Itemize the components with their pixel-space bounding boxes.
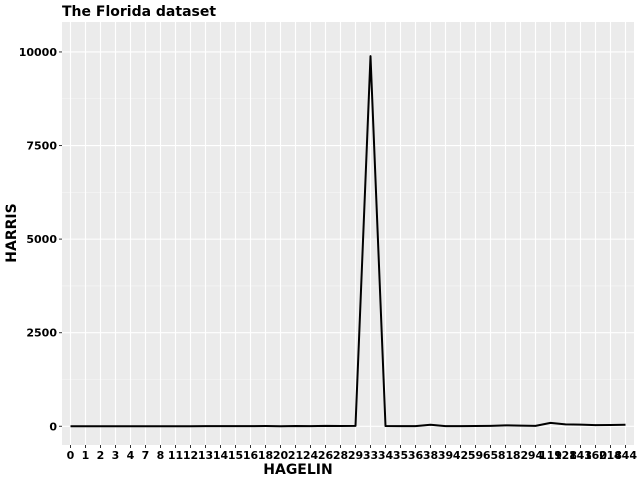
x-tick-label: 160 bbox=[584, 449, 607, 462]
x-tick-label: 128 bbox=[554, 449, 577, 462]
chart-title: The Florida dataset bbox=[62, 4, 216, 20]
plot-panel bbox=[62, 22, 634, 445]
x-tick-label: 59 bbox=[468, 449, 483, 462]
x-tick-label: 143 bbox=[569, 449, 592, 462]
x-tick-label: 38 bbox=[423, 449, 438, 462]
x-tick-label: 24 bbox=[303, 449, 319, 462]
x-tick-label: 444 bbox=[614, 449, 637, 462]
x-tick-label: 14 bbox=[213, 449, 229, 462]
x-tick-label: 94 bbox=[528, 449, 544, 462]
y-tick-label: 2500 bbox=[26, 327, 57, 340]
x-tick-label: 119 bbox=[539, 449, 562, 462]
x-tick-label: 20 bbox=[273, 449, 289, 462]
x-tick-label: 218 bbox=[599, 449, 622, 462]
x-tick-label: 29 bbox=[348, 449, 363, 462]
x-tick-label: 39 bbox=[438, 449, 453, 462]
x-tick-label: 0 bbox=[67, 449, 75, 462]
x-tick-label: 33 bbox=[363, 449, 378, 462]
y-tick-label: 5000 bbox=[26, 233, 57, 246]
x-axis: 0 1 2 3 4 7 8 11 12 13 14 15 16 18 20 21 24 26 28 29 33 34 35 3… bbox=[67, 445, 637, 462]
x-tick-label: 21 bbox=[288, 449, 303, 462]
x-tick-label: 1 bbox=[82, 449, 90, 462]
x-tick-label: 42 bbox=[453, 449, 468, 462]
x-tick-label: 16 bbox=[243, 449, 259, 462]
x-tick-label: 13 bbox=[198, 449, 213, 462]
x-tick-label: 2 bbox=[97, 449, 105, 462]
x-tick-label: 81 bbox=[498, 449, 513, 462]
x-tick-label: 34 bbox=[378, 449, 394, 462]
y-axis: 0 2500 5000 7500 10000 bbox=[19, 46, 62, 433]
x-tick-label: 65 bbox=[483, 449, 498, 462]
y-tick-label: 10000 bbox=[19, 46, 58, 59]
x-tick-label: 36 bbox=[408, 449, 424, 462]
x-tick-label: 4 bbox=[127, 449, 135, 462]
y-tick-label: 7500 bbox=[26, 140, 57, 153]
x-tick-label: 7 bbox=[142, 449, 150, 462]
x-tick-label: 15 bbox=[228, 449, 243, 462]
series-line bbox=[70, 55, 626, 428]
x-tick-label: 8 bbox=[157, 449, 165, 462]
x-tick-label: 26 bbox=[318, 449, 334, 462]
x-tick-label: 11 bbox=[168, 449, 183, 462]
y-axis-title: HARRIS bbox=[4, 203, 20, 262]
x-tick-label: 28 bbox=[333, 449, 348, 462]
x-tick-label: 18 bbox=[258, 449, 273, 462]
x-tick-label: 12 bbox=[183, 449, 198, 462]
x-tick-label: 35 bbox=[393, 449, 408, 462]
y-tick-label: 0 bbox=[49, 420, 57, 433]
x-tick-label: 3 bbox=[112, 449, 120, 462]
x-axis-title: HAGELIN bbox=[263, 462, 332, 478]
x-tick-label: 82 bbox=[513, 449, 528, 462]
gridlines bbox=[62, 22, 634, 445]
